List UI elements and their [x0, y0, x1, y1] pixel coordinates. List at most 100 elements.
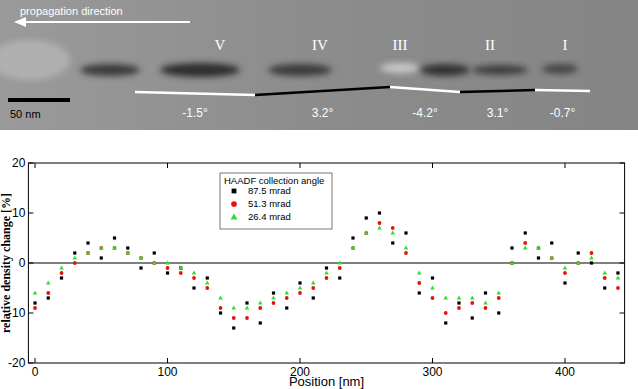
point	[311, 286, 315, 290]
point	[590, 261, 593, 264]
x-axis-label: Position [nm]	[289, 374, 364, 389]
point	[298, 286, 303, 290]
point	[86, 251, 91, 255]
x-tick-label: 300	[422, 365, 442, 379]
point	[99, 246, 104, 250]
point	[33, 306, 37, 310]
point	[125, 251, 130, 255]
point	[563, 281, 566, 284]
segment-line	[460, 90, 535, 92]
point	[285, 296, 289, 300]
point	[404, 251, 408, 255]
segment-label: I	[563, 37, 568, 53]
point	[351, 236, 354, 239]
point	[404, 246, 409, 250]
point	[73, 251, 76, 254]
segment-label: IV	[312, 37, 328, 53]
point	[219, 311, 222, 314]
point	[231, 306, 236, 310]
point	[443, 296, 448, 300]
point	[259, 321, 262, 324]
segment-line	[135, 92, 255, 95]
arrow-label: propagation direction	[20, 5, 123, 17]
point	[563, 266, 568, 270]
point	[272, 301, 276, 305]
legend-marker	[231, 201, 237, 207]
point	[113, 246, 117, 250]
point	[337, 261, 342, 265]
point	[496, 291, 501, 295]
x-tick	[35, 163, 36, 168]
point	[510, 261, 515, 265]
point	[550, 256, 554, 260]
point	[470, 296, 475, 300]
point	[603, 286, 606, 289]
point	[59, 266, 64, 270]
point	[152, 261, 156, 265]
x-tick	[167, 163, 168, 168]
y-tick	[28, 213, 33, 214]
segment-angle: -1.5°	[182, 106, 208, 120]
point	[152, 261, 157, 265]
point	[325, 276, 329, 280]
y-tick	[28, 313, 33, 314]
scale-bar	[8, 98, 70, 102]
point	[351, 246, 355, 250]
legend-marker	[231, 213, 238, 219]
point	[113, 236, 116, 239]
feature	[268, 64, 332, 76]
point	[510, 246, 513, 249]
segment-angle: -0.7°	[550, 106, 576, 120]
segment-line	[390, 87, 460, 92]
segment-angle: 3.1°	[487, 106, 509, 120]
point	[378, 211, 381, 214]
point	[577, 251, 580, 254]
point	[232, 316, 236, 320]
point	[100, 256, 103, 259]
point	[616, 286, 620, 290]
point	[73, 261, 77, 265]
point	[139, 256, 143, 260]
point	[245, 301, 248, 304]
point	[206, 276, 209, 279]
point	[483, 301, 488, 305]
point	[86, 251, 90, 255]
y-tick	[620, 363, 625, 364]
x-tick	[300, 163, 301, 168]
point	[602, 271, 607, 275]
point	[550, 241, 553, 244]
point	[86, 241, 89, 244]
x-tick	[432, 163, 433, 168]
reference-line	[28, 262, 624, 263]
point	[60, 276, 63, 279]
point	[444, 321, 447, 324]
point	[232, 326, 235, 329]
point	[99, 246, 103, 250]
point	[351, 246, 356, 250]
point	[444, 311, 448, 315]
point	[510, 261, 514, 265]
point	[471, 316, 474, 319]
point	[537, 256, 540, 259]
point	[285, 306, 288, 309]
x-tick	[432, 358, 433, 363]
point	[139, 266, 142, 269]
x-tick	[167, 358, 168, 363]
plot-frame	[28, 163, 624, 363]
y-tick	[620, 313, 625, 314]
legend-box	[220, 173, 332, 229]
point	[589, 256, 594, 260]
point	[166, 271, 169, 274]
y-tick	[620, 163, 625, 164]
y-tick-label: 20	[12, 156, 26, 170]
x-tick	[564, 163, 565, 168]
point	[139, 256, 144, 260]
point	[179, 266, 182, 269]
point	[576, 261, 580, 265]
x-tick	[564, 358, 565, 363]
x-tick	[300, 358, 301, 363]
point	[457, 296, 462, 300]
point	[523, 241, 527, 245]
point	[165, 261, 170, 265]
segment-label: V	[215, 37, 226, 53]
